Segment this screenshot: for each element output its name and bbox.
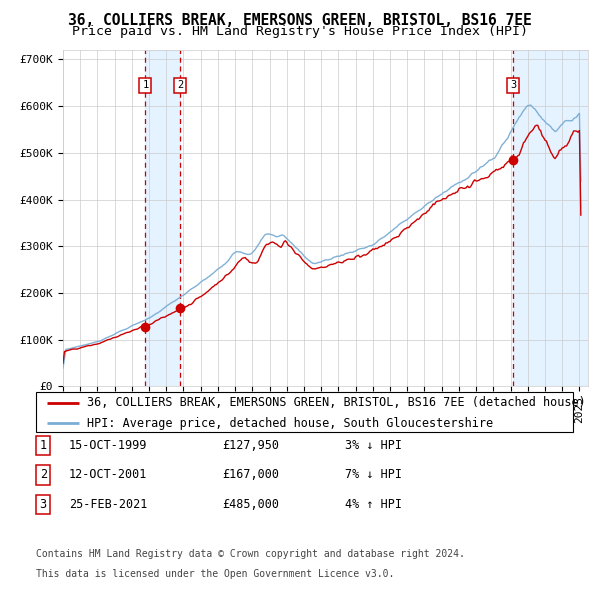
FancyBboxPatch shape [36, 392, 573, 432]
Text: 4% ↑ HPI: 4% ↑ HPI [345, 498, 402, 511]
Text: 36, COLLIERS BREAK, EMERSONS GREEN, BRISTOL, BS16 7EE: 36, COLLIERS BREAK, EMERSONS GREEN, BRIS… [68, 13, 532, 28]
Text: Contains HM Land Registry data © Crown copyright and database right 2024.: Contains HM Land Registry data © Crown c… [36, 549, 465, 559]
Text: 1: 1 [40, 439, 47, 452]
Bar [145, 50, 180, 386]
Text: 2: 2 [40, 468, 47, 481]
Text: £127,950: £127,950 [222, 439, 279, 452]
Text: Price paid vs. HM Land Registry's House Price Index (HPI): Price paid vs. HM Land Registry's House … [72, 25, 528, 38]
Text: 36, COLLIERS BREAK, EMERSONS GREEN, BRISTOL, BS16 7EE (detached house): 36, COLLIERS BREAK, EMERSONS GREEN, BRIS… [87, 396, 586, 409]
Text: 3: 3 [510, 80, 516, 90]
Text: 25-FEB-2021: 25-FEB-2021 [69, 498, 148, 511]
Text: 3% ↓ HPI: 3% ↓ HPI [345, 439, 402, 452]
Text: This data is licensed under the Open Government Licence v3.0.: This data is licensed under the Open Gov… [36, 569, 394, 579]
Text: 15-OCT-1999: 15-OCT-1999 [69, 439, 148, 452]
Text: 7% ↓ HPI: 7% ↓ HPI [345, 468, 402, 481]
Text: 1: 1 [142, 80, 149, 90]
Text: 2: 2 [177, 80, 183, 90]
Bar [513, 50, 588, 386]
Text: £485,000: £485,000 [222, 498, 279, 511]
Text: 3: 3 [40, 498, 47, 511]
Text: £167,000: £167,000 [222, 468, 279, 481]
Text: 12-OCT-2001: 12-OCT-2001 [69, 468, 148, 481]
Text: HPI: Average price, detached house, South Gloucestershire: HPI: Average price, detached house, Sout… [87, 417, 493, 430]
